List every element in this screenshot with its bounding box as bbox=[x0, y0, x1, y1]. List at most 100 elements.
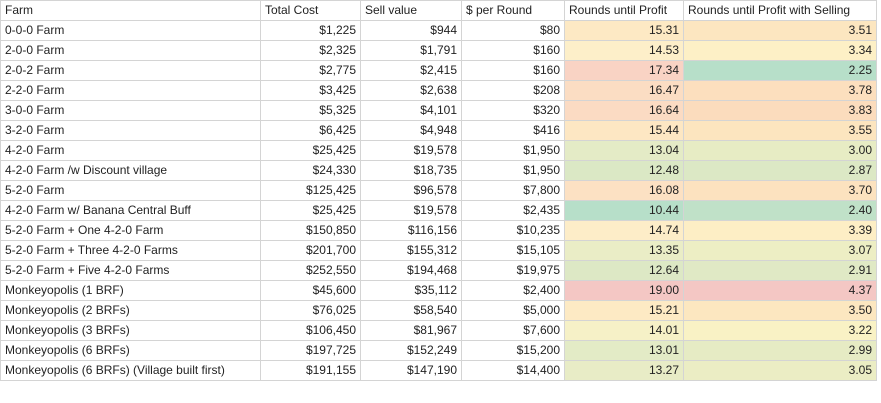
cell-per-round[interactable]: $10,235 bbox=[461, 220, 565, 241]
header-rounds-until-profit-with-selling[interactable]: Rounds until Profit with Selling bbox=[683, 0, 877, 21]
cell-farm[interactable]: 0-0-0 Farm bbox=[0, 20, 261, 41]
cell-total-cost[interactable]: $2,775 bbox=[260, 60, 361, 81]
cell-rounds-until-profit-with-selling[interactable]: 3.51 bbox=[683, 20, 877, 41]
cell-farm[interactable]: 5-2-0 Farm + Five 4-2-0 Farms bbox=[0, 260, 261, 281]
cell-per-round[interactable]: $80 bbox=[461, 20, 565, 41]
cell-rounds-until-profit-with-selling[interactable]: 3.05 bbox=[683, 360, 877, 381]
cell-sell-value[interactable]: $58,540 bbox=[360, 300, 462, 321]
cell-per-round[interactable]: $2,400 bbox=[461, 280, 565, 301]
cell-rounds-until-profit[interactable]: 14.74 bbox=[564, 220, 684, 241]
cell-per-round[interactable]: $208 bbox=[461, 80, 565, 101]
cell-rounds-until-profit-with-selling[interactable]: 3.83 bbox=[683, 100, 877, 121]
cell-per-round[interactable]: $320 bbox=[461, 100, 565, 121]
cell-per-round[interactable]: $15,200 bbox=[461, 340, 565, 361]
cell-rounds-until-profit[interactable]: 17.34 bbox=[564, 60, 684, 81]
cell-sell-value[interactable]: $18,735 bbox=[360, 160, 462, 181]
header-farm[interactable]: Farm bbox=[0, 0, 261, 21]
cell-sell-value[interactable]: $147,190 bbox=[360, 360, 462, 381]
cell-sell-value[interactable]: $116,156 bbox=[360, 220, 462, 241]
cell-total-cost[interactable]: $45,600 bbox=[260, 280, 361, 301]
cell-sell-value[interactable]: $81,967 bbox=[360, 320, 462, 341]
cell-rounds-until-profit-with-selling[interactable]: 3.34 bbox=[683, 40, 877, 61]
cell-rounds-until-profit[interactable]: 15.21 bbox=[564, 300, 684, 321]
cell-total-cost[interactable]: $252,550 bbox=[260, 260, 361, 281]
cell-farm[interactable]: Monkeyopolis (1 BRF) bbox=[0, 280, 261, 301]
cell-per-round[interactable]: $160 bbox=[461, 40, 565, 61]
spreadsheet-grid[interactable]: Farm Total Cost Sell value $ per Round R… bbox=[0, 0, 877, 381]
cell-total-cost[interactable]: $5,325 bbox=[260, 100, 361, 121]
cell-sell-value[interactable]: $2,415 bbox=[360, 60, 462, 81]
cell-farm[interactable]: 5-2-0 Farm bbox=[0, 180, 261, 201]
cell-farm[interactable]: Monkeyopolis (6 BRFs) (Village built fir… bbox=[0, 360, 261, 381]
cell-farm[interactable]: 5-2-0 Farm + Three 4-2-0 Farms bbox=[0, 240, 261, 261]
cell-total-cost[interactable]: $2,325 bbox=[260, 40, 361, 61]
cell-rounds-until-profit[interactable]: 16.64 bbox=[564, 100, 684, 121]
cell-rounds-until-profit[interactable]: 16.08 bbox=[564, 180, 684, 201]
cell-rounds-until-profit-with-selling[interactable]: 2.91 bbox=[683, 260, 877, 281]
cell-farm[interactable]: 2-0-0 Farm bbox=[0, 40, 261, 61]
cell-farm[interactable]: Monkeyopolis (2 BRFs) bbox=[0, 300, 261, 321]
cell-total-cost[interactable]: $76,025 bbox=[260, 300, 361, 321]
cell-rounds-until-profit-with-selling[interactable]: 4.37 bbox=[683, 280, 877, 301]
cell-farm[interactable]: 2-0-2 Farm bbox=[0, 60, 261, 81]
cell-rounds-until-profit-with-selling[interactable]: 3.22 bbox=[683, 320, 877, 341]
cell-sell-value[interactable]: $152,249 bbox=[360, 340, 462, 361]
cell-per-round[interactable]: $5,000 bbox=[461, 300, 565, 321]
cell-sell-value[interactable]: $944 bbox=[360, 20, 462, 41]
cell-farm[interactable]: 3-0-0 Farm bbox=[0, 100, 261, 121]
cell-sell-value[interactable]: $96,578 bbox=[360, 180, 462, 201]
header-sell-value[interactable]: Sell value bbox=[360, 0, 462, 21]
cell-rounds-until-profit-with-selling[interactable]: 3.39 bbox=[683, 220, 877, 241]
cell-sell-value[interactable]: $2,638 bbox=[360, 80, 462, 101]
cell-sell-value[interactable]: $1,791 bbox=[360, 40, 462, 61]
cell-per-round[interactable]: $1,950 bbox=[461, 140, 565, 161]
cell-total-cost[interactable]: $125,425 bbox=[260, 180, 361, 201]
cell-per-round[interactable]: $416 bbox=[461, 120, 565, 141]
cell-sell-value[interactable]: $194,468 bbox=[360, 260, 462, 281]
cell-rounds-until-profit-with-selling[interactable]: 2.40 bbox=[683, 200, 877, 221]
header-per-round[interactable]: $ per Round bbox=[461, 0, 565, 21]
cell-per-round[interactable]: $14,400 bbox=[461, 360, 565, 381]
cell-total-cost[interactable]: $25,425 bbox=[260, 200, 361, 221]
cell-rounds-until-profit-with-selling[interactable]: 3.70 bbox=[683, 180, 877, 201]
cell-rounds-until-profit[interactable]: 19.00 bbox=[564, 280, 684, 301]
cell-rounds-until-profit[interactable]: 13.35 bbox=[564, 240, 684, 261]
cell-farm[interactable]: Monkeyopolis (3 BRFs) bbox=[0, 320, 261, 341]
cell-sell-value[interactable]: $4,948 bbox=[360, 120, 462, 141]
cell-rounds-until-profit[interactable]: 14.01 bbox=[564, 320, 684, 341]
cell-rounds-until-profit-with-selling[interactable]: 2.25 bbox=[683, 60, 877, 81]
cell-farm[interactable]: 3-2-0 Farm bbox=[0, 120, 261, 141]
header-rounds-until-profit[interactable]: Rounds until Profit bbox=[564, 0, 684, 21]
cell-rounds-until-profit-with-selling[interactable]: 3.78 bbox=[683, 80, 877, 101]
cell-per-round[interactable]: $1,950 bbox=[461, 160, 565, 181]
cell-rounds-until-profit-with-selling[interactable]: 2.87 bbox=[683, 160, 877, 181]
cell-rounds-until-profit-with-selling[interactable]: 3.50 bbox=[683, 300, 877, 321]
cell-rounds-until-profit-with-selling[interactable]: 3.55 bbox=[683, 120, 877, 141]
cell-rounds-until-profit[interactable]: 16.47 bbox=[564, 80, 684, 101]
cell-sell-value[interactable]: $19,578 bbox=[360, 200, 462, 221]
cell-rounds-until-profit[interactable]: 15.31 bbox=[564, 20, 684, 41]
cell-total-cost[interactable]: $197,725 bbox=[260, 340, 361, 361]
cell-total-cost[interactable]: $24,330 bbox=[260, 160, 361, 181]
cell-sell-value[interactable]: $35,112 bbox=[360, 280, 462, 301]
cell-rounds-until-profit[interactable]: 13.27 bbox=[564, 360, 684, 381]
cell-total-cost[interactable]: $191,155 bbox=[260, 360, 361, 381]
cell-per-round[interactable]: $15,105 bbox=[461, 240, 565, 261]
cell-total-cost[interactable]: $3,425 bbox=[260, 80, 361, 101]
cell-total-cost[interactable]: $1,225 bbox=[260, 20, 361, 41]
cell-per-round[interactable]: $7,600 bbox=[461, 320, 565, 341]
cell-total-cost[interactable]: $106,450 bbox=[260, 320, 361, 341]
cell-farm[interactable]: 2-2-0 Farm bbox=[0, 80, 261, 101]
cell-rounds-until-profit-with-selling[interactable]: 2.99 bbox=[683, 340, 877, 361]
cell-per-round[interactable]: $160 bbox=[461, 60, 565, 81]
cell-farm[interactable]: Monkeyopolis (6 BRFs) bbox=[0, 340, 261, 361]
cell-farm[interactable]: 4-2-0 Farm /w Discount village bbox=[0, 160, 261, 181]
cell-rounds-until-profit[interactable]: 12.64 bbox=[564, 260, 684, 281]
cell-farm[interactable]: 4-2-0 Farm bbox=[0, 140, 261, 161]
cell-total-cost[interactable]: $25,425 bbox=[260, 140, 361, 161]
cell-total-cost[interactable]: $201,700 bbox=[260, 240, 361, 261]
cell-per-round[interactable]: $19,975 bbox=[461, 260, 565, 281]
cell-farm[interactable]: 4-2-0 Farm w/ Banana Central Buff bbox=[0, 200, 261, 221]
cell-rounds-until-profit[interactable]: 15.44 bbox=[564, 120, 684, 141]
cell-rounds-until-profit-with-selling[interactable]: 3.00 bbox=[683, 140, 877, 161]
